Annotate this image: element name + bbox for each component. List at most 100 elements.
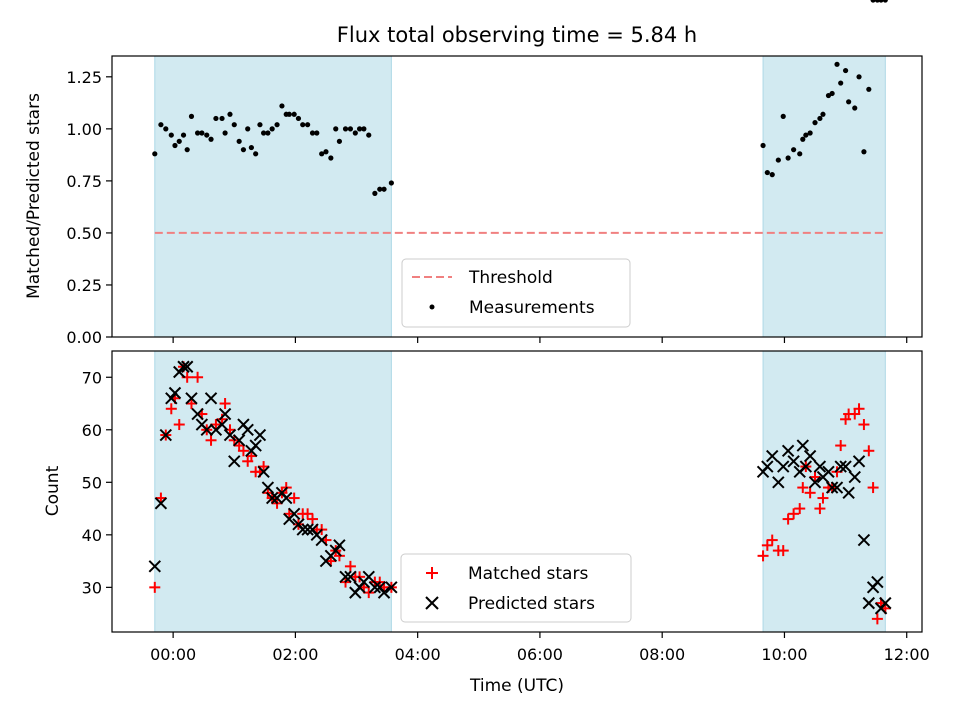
y-tick-label: 0.00 — [66, 328, 102, 347]
matched-star-point — [761, 539, 773, 551]
observing-window-1 — [154, 55, 392, 338]
measurement-point — [807, 130, 813, 136]
predicted-star-point — [799, 460, 813, 473]
matched-star-point — [344, 560, 356, 572]
measurement-point — [248, 144, 254, 151]
measurement-point — [356, 126, 363, 132]
x-tick-label: 12:00 — [884, 645, 930, 664]
matched-star-point — [288, 492, 300, 504]
predicted-star-point — [852, 455, 866, 468]
matched-star-point — [867, 482, 879, 494]
predicted-star-point — [165, 392, 178, 405]
matched-star-point — [788, 508, 800, 520]
predicted-star-point — [148, 560, 161, 573]
measurement-point — [231, 122, 237, 128]
y-tick-label: 70 — [82, 368, 102, 387]
matched-star-point — [757, 550, 769, 562]
matched-star-point — [817, 492, 829, 504]
top-observing-windows — [154, 55, 886, 338]
measurement-point — [834, 61, 840, 67]
measurement-point — [152, 151, 158, 157]
x-axis-label: Time (UTC) — [469, 676, 564, 696]
measurement-point — [291, 111, 297, 117]
predicted-star-point — [803, 449, 817, 463]
measurement-point — [194, 130, 201, 136]
predicted-star-point — [232, 434, 246, 447]
y-tick-label: 0.25 — [66, 276, 102, 295]
x-tick-label: 02:00 — [272, 645, 318, 664]
top-y-ticks: 0.00 0.25 0.50 0.75 1.00 1.25 — [66, 68, 112, 347]
measurement-point — [261, 130, 267, 136]
measurement-point — [347, 126, 354, 132]
measurement-point — [245, 126, 251, 132]
chart-title: Flux total observing time = 5.84 h — [337, 23, 697, 47]
bottom-star-counts-layer — [148, 360, 892, 625]
legend-matched-swatch — [426, 567, 438, 579]
bottom-legend-box — [400, 553, 632, 623]
predicted-star-point — [781, 444, 795, 458]
measurement-point — [314, 130, 320, 136]
measurement-point — [372, 190, 378, 196]
predicted-star-point — [154, 497, 168, 510]
matched-star-point — [219, 398, 231, 410]
measurement-point — [780, 113, 786, 119]
matched-star-point — [766, 534, 778, 546]
measurement-point — [319, 151, 325, 157]
matched-star-point — [245, 450, 257, 462]
predicted-star-point — [777, 460, 790, 473]
measurement-point — [820, 111, 826, 117]
bottom-axes: 30 40 50 60 70 00:00 02:00 04:00 06:00 08:00 10:0… — [43, 350, 930, 696]
x-tick-label: 08:00 — [639, 645, 685, 664]
measurement-point — [265, 130, 271, 136]
measurement-point — [785, 155, 791, 161]
predicted-star-point — [385, 581, 398, 594]
y-tick-label: 50 — [82, 473, 102, 492]
measurement-point — [208, 136, 214, 142]
measurement-point — [180, 132, 187, 138]
measurement-point — [366, 132, 372, 138]
predicted-star-point — [772, 476, 785, 489]
measurement-point — [163, 126, 169, 132]
predicted-star-point — [368, 581, 382, 594]
measurement-point — [812, 120, 818, 126]
measurement-point — [309, 130, 316, 136]
matched-star-point — [333, 550, 345, 562]
x-tick-label: 00:00 — [150, 645, 196, 664]
predicted-star-point — [766, 449, 779, 463]
measurement-point — [184, 147, 190, 153]
measurement-point — [199, 130, 205, 136]
measurement-point — [361, 126, 367, 132]
predicted-star-point — [761, 460, 774, 473]
measurement-point — [775, 157, 781, 163]
matched-star-point — [863, 445, 875, 457]
matched-star-point — [794, 503, 806, 515]
measurement-point — [168, 132, 174, 138]
predicted-star-point — [249, 439, 262, 452]
predicted-star-point — [185, 392, 198, 405]
matched-star-point — [858, 419, 870, 431]
measurement-point — [336, 138, 343, 144]
predicted-star-point — [857, 533, 871, 547]
predicted-star-point — [296, 523, 309, 536]
predicted-star-point — [301, 523, 314, 536]
measurement-point — [817, 115, 823, 122]
matched-star-point — [237, 445, 249, 457]
predicted-star-point — [862, 596, 876, 610]
legend-measurements-swatch — [429, 304, 435, 310]
predicted-star-point — [204, 392, 218, 405]
measurement-point — [803, 132, 809, 138]
top-axes-frame — [111, 55, 923, 338]
measurement-point — [269, 126, 275, 132]
measurement-point — [274, 122, 280, 128]
measurement-point — [846, 99, 852, 105]
measurement-point — [257, 122, 263, 128]
measurement-point — [791, 147, 797, 153]
matched-star-point — [185, 398, 197, 410]
measurement-point — [852, 105, 858, 111]
measurement-point — [352, 130, 358, 136]
measurement-point — [227, 111, 233, 117]
matched-star-point — [165, 403, 177, 415]
measurement-point — [342, 126, 349, 132]
predicted-star-point — [180, 360, 194, 373]
matched-star-point — [777, 545, 789, 557]
